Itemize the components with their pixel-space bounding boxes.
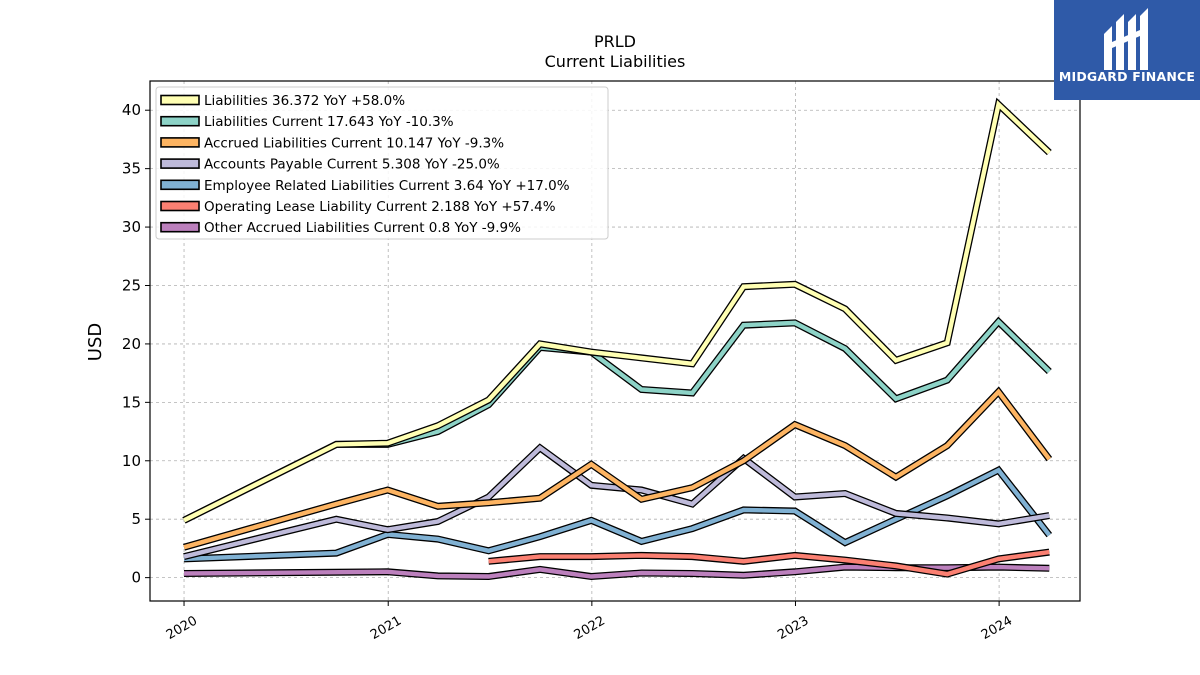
legend-swatch: [160, 94, 200, 106]
chart-subtitle: Current Liabilities: [544, 52, 686, 71]
y-axis-label: USD: [85, 323, 106, 361]
y-tick-label: 40: [122, 101, 141, 119]
legend: Liabilities 36.372 YoY +58.0% Liabilities…: [155, 86, 609, 240]
legend-label: Operating Lease Liability Current 2.188 …: [204, 199, 556, 215]
y-tick-label: 30: [122, 218, 141, 236]
y-tick-label: 20: [122, 335, 141, 353]
legend-swatch: [160, 221, 200, 233]
series-5: [488, 548, 1050, 578]
y-tick-label: 5: [131, 510, 141, 528]
legend-label: Employee Related Liabilities Current 3.6…: [204, 178, 570, 194]
y-tick-label: 15: [122, 393, 141, 411]
legend-label: Liabilities Current 17.643 YoY -10.3%: [204, 114, 454, 130]
brand-name: MIDGARD FINANCE: [1058, 69, 1196, 84]
x-tick-label: 2024: [979, 613, 1015, 643]
legend-swatch: [160, 179, 200, 191]
series-4: [183, 465, 1053, 563]
series-line: [183, 388, 1052, 550]
x-tick-label: 2023: [775, 613, 811, 643]
midgard-finance-logo: MIDGARD FINANCE: [1054, 0, 1200, 100]
x-tick-label: 2021: [368, 613, 404, 643]
x-tick-label: 2022: [572, 613, 608, 643]
legend-swatch: [160, 200, 200, 212]
series-line: [183, 467, 1052, 562]
legend-label: Liabilities 36.372 YoY +58.0%: [204, 93, 405, 109]
series-0: [182, 97, 1052, 524]
series-6: [183, 563, 1050, 581]
legend-label: Other Accrued Liabilities Current 0.8 Yo…: [204, 220, 521, 236]
logo-mark-icon: [1104, 8, 1148, 70]
legend-label: Accrued Liabilities Current 10.147 YoY -…: [204, 135, 504, 151]
y-tick-label: 10: [122, 452, 141, 470]
chart-title: PRLD: [594, 32, 636, 51]
series-2: [183, 386, 1053, 551]
x-tick-label: 2020: [164, 613, 200, 643]
series-line: [183, 564, 1050, 579]
legend-label: Accounts Payable Current 5.308 YoY -25.0…: [204, 157, 500, 173]
legend-swatch: [160, 137, 200, 148]
series-lines: [182, 97, 1053, 581]
plot-frame: [149, 80, 1081, 602]
y-tick-label: 0: [131, 569, 141, 587]
series-line: [183, 100, 1051, 523]
legend-box: [155, 86, 609, 240]
y-tick-label: 25: [122, 276, 141, 294]
legend-swatch: [160, 115, 200, 127]
legend-swatch: [160, 158, 200, 169]
series-line: [488, 549, 1050, 577]
y-tick-label: 35: [122, 160, 141, 178]
